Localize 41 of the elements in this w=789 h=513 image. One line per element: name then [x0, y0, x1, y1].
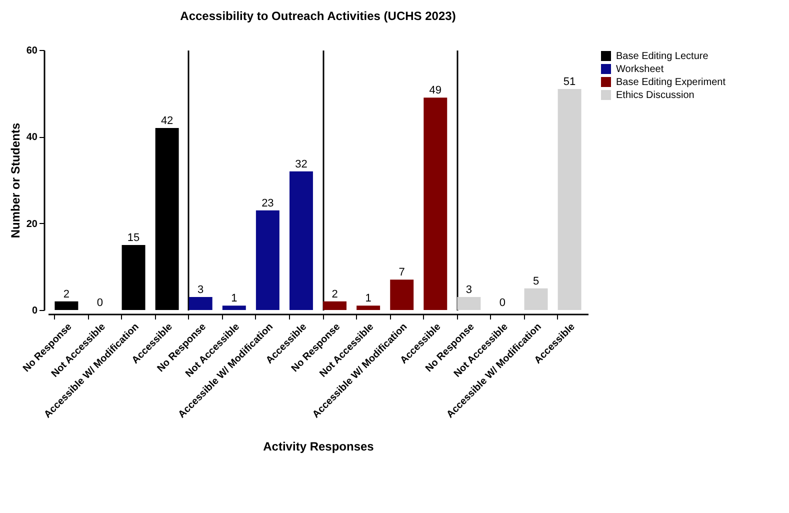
y-tick-label: 0 [32, 306, 38, 316]
data-label: 1 [231, 292, 238, 305]
data-label: 23 [262, 197, 274, 210]
bar [222, 306, 246, 310]
y-tick-label: 20 [26, 218, 38, 230]
bar [457, 297, 481, 310]
chart-title: Accessibility to Outreach Activities (UCHS 2023) [180, 9, 456, 23]
y-tick-label: 60 [26, 46, 38, 56]
data-label: 0 [499, 297, 506, 309]
data-label: 5 [532, 275, 540, 288]
data-label: 7 [398, 266, 405, 279]
data-label: 51 [563, 76, 576, 88]
bar [256, 210, 280, 310]
y-axis-title: Number or Students [8, 122, 22, 238]
bar [54, 301, 78, 310]
data-label: 49 [429, 84, 442, 97]
data-label: 32 [295, 158, 308, 170]
x-axis-title: Activity Responses [263, 440, 374, 454]
data-label: 3 [466, 284, 472, 296]
data-label: 15 [127, 232, 140, 244]
y-tick-label: 40 [26, 132, 38, 144]
data-label: 2 [63, 288, 70, 300]
legend-label: Worksheet [616, 64, 664, 75]
bar [122, 245, 146, 310]
data-label: 3 [198, 284, 204, 296]
bar [558, 89, 582, 310]
bar [323, 301, 347, 310]
legend-label: Ethics Discussion [616, 90, 694, 101]
data-label: 42 [160, 115, 174, 127]
bar [524, 288, 548, 310]
data-label: 0 [96, 297, 104, 309]
bar [155, 128, 179, 310]
bar [356, 306, 380, 310]
data-label: 2 [332, 288, 338, 300]
bar [390, 280, 414, 310]
bar [289, 171, 313, 310]
bar [188, 297, 212, 310]
data-label: 1 [365, 292, 372, 305]
bar [424, 98, 448, 310]
legend-label: Base Editing Experiment [616, 77, 726, 88]
legend-label: Base Editing Lecture [616, 51, 709, 62]
